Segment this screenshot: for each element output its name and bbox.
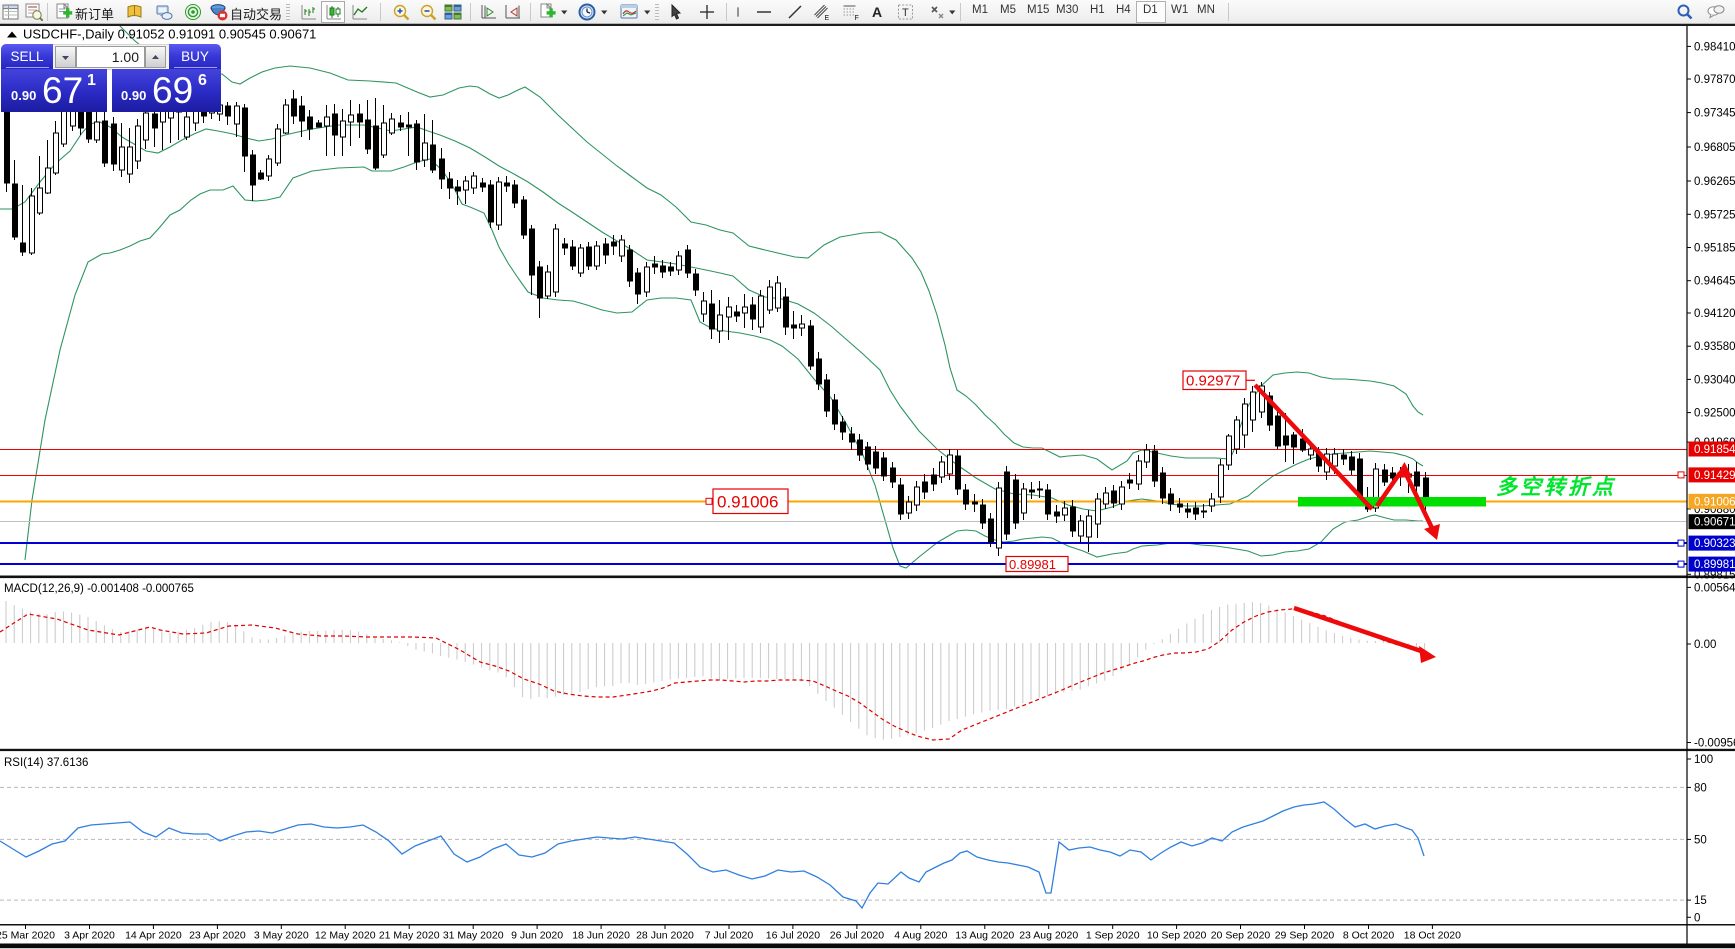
svg-text:多空转折点: 多空转折点 xyxy=(1496,475,1616,499)
svg-text:25 Mar 2020: 25 Mar 2020 xyxy=(0,930,55,942)
svg-text:20 Sep 2020: 20 Sep 2020 xyxy=(1211,930,1271,942)
svg-text:0.00564: 0.00564 xyxy=(1694,582,1735,594)
svg-text:0.96805: 0.96805 xyxy=(1694,142,1735,154)
svg-text:31 May 2020: 31 May 2020 xyxy=(443,930,504,942)
svg-text:0.89981: 0.89981 xyxy=(1694,559,1735,571)
svg-text:7 Jul 2020: 7 Jul 2020 xyxy=(705,930,754,942)
svg-text:E: E xyxy=(825,15,830,21)
svg-text:26 Jul 2020: 26 Jul 2020 xyxy=(830,930,884,942)
svg-text:0.97345: 0.97345 xyxy=(1694,108,1735,120)
svg-text:8 Oct 2020: 8 Oct 2020 xyxy=(1343,930,1395,942)
svg-text:1 Sep 2020: 1 Sep 2020 xyxy=(1086,930,1140,942)
svg-text:23 Aug 2020: 23 Aug 2020 xyxy=(1019,930,1078,942)
svg-text:50: 50 xyxy=(1694,834,1707,846)
svg-text:F: F xyxy=(855,15,859,21)
svg-text:13 Aug 2020: 13 Aug 2020 xyxy=(955,930,1014,942)
svg-text:0.98410: 0.98410 xyxy=(1694,41,1735,53)
svg-text:0.91854: 0.91854 xyxy=(1694,444,1735,456)
svg-text:T: T xyxy=(902,7,909,19)
svg-text:100: 100 xyxy=(1694,754,1713,766)
svg-text:0.90323: 0.90323 xyxy=(1694,538,1735,550)
svg-text:10 Sep 2020: 10 Sep 2020 xyxy=(1147,930,1207,942)
svg-text:-0.009565: -0.009565 xyxy=(1694,738,1735,750)
svg-text:0.94645: 0.94645 xyxy=(1694,276,1735,288)
svg-text:0.95185: 0.95185 xyxy=(1694,243,1735,255)
svg-text:3 Apr 2020: 3 Apr 2020 xyxy=(64,930,115,942)
svg-text:USDCHF-,Daily 0.91052 0.91091: USDCHF-,Daily 0.91052 0.91091 0.90545 0.… xyxy=(23,27,316,42)
svg-text:0.91006: 0.91006 xyxy=(1694,496,1735,508)
svg-text:15: 15 xyxy=(1694,895,1707,907)
svg-text:12 May 2020: 12 May 2020 xyxy=(315,930,376,942)
svg-text:MACD(12,26,9) -0.001408 -0.000: MACD(12,26,9) -0.001408 -0.000765 xyxy=(4,583,194,595)
svg-text:0.93580: 0.93580 xyxy=(1694,341,1735,353)
svg-text:18 Oct 2020: 18 Oct 2020 xyxy=(1404,930,1461,942)
svg-text:9 Jun 2020: 9 Jun 2020 xyxy=(511,930,563,942)
svg-text:0.90671: 0.90671 xyxy=(1694,517,1735,529)
svg-text:29 Sep 2020: 29 Sep 2020 xyxy=(1275,930,1335,942)
svg-text:0.92500: 0.92500 xyxy=(1694,408,1735,420)
svg-text:0.94120: 0.94120 xyxy=(1694,308,1735,320)
svg-text:0.96265: 0.96265 xyxy=(1694,176,1735,188)
svg-text:0.91429: 0.91429 xyxy=(1694,470,1735,482)
svg-text:80: 80 xyxy=(1694,782,1707,794)
svg-text:0.92977: 0.92977 xyxy=(1186,373,1240,390)
svg-text:0: 0 xyxy=(1694,912,1700,924)
svg-text:RSI(14) 37.6136: RSI(14) 37.6136 xyxy=(4,757,88,769)
svg-text:18 Jun 2020: 18 Jun 2020 xyxy=(572,930,630,942)
svg-text:16 Jul 2020: 16 Jul 2020 xyxy=(766,930,820,942)
svg-text:0.93040: 0.93040 xyxy=(1694,374,1735,386)
svg-text:23 Apr 2020: 23 Apr 2020 xyxy=(189,930,246,942)
svg-text:0.89981: 0.89981 xyxy=(1009,557,1056,572)
svg-text:0.00: 0.00 xyxy=(1694,639,1716,651)
svg-text:0.97870: 0.97870 xyxy=(1694,74,1735,86)
svg-text:14 Apr 2020: 14 Apr 2020 xyxy=(125,930,182,942)
svg-text:0.89815: 0.89815 xyxy=(1694,569,1735,581)
svg-text:28 Jun 2020: 28 Jun 2020 xyxy=(636,930,694,942)
svg-text:4 Aug 2020: 4 Aug 2020 xyxy=(894,930,947,942)
svg-text:0.95725: 0.95725 xyxy=(1694,209,1735,221)
svg-text:3 May 2020: 3 May 2020 xyxy=(254,930,309,942)
svg-text:0.91006: 0.91006 xyxy=(717,493,778,512)
svg-text:21 May 2020: 21 May 2020 xyxy=(379,930,440,942)
